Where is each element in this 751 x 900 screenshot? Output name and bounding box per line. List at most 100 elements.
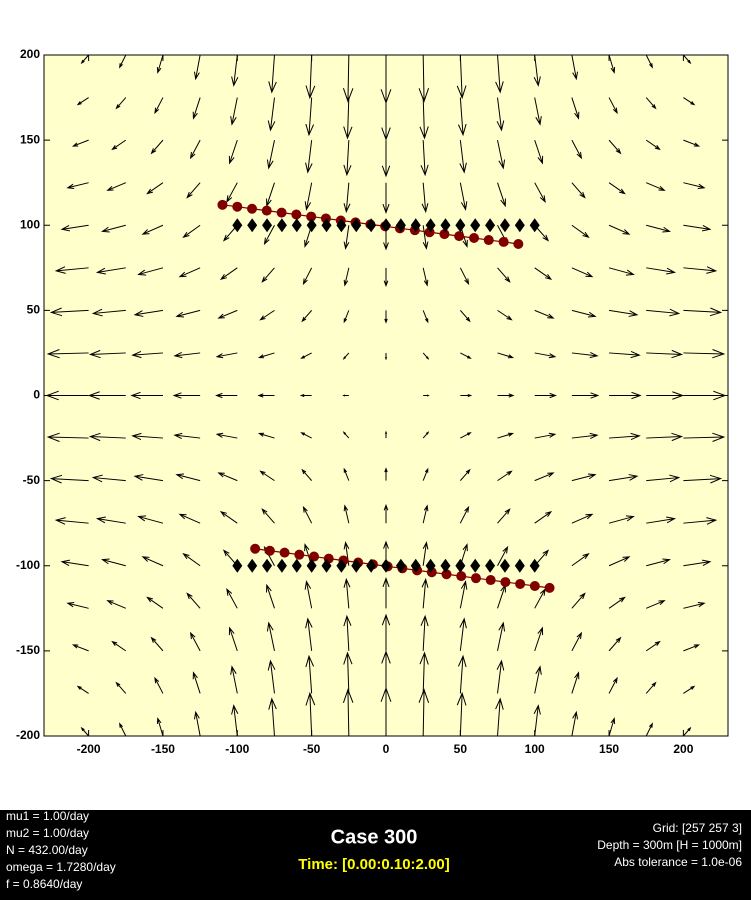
quiver-arrow [646,558,671,567]
quiver-arrow [420,614,429,651]
quiver-arrow [46,349,89,359]
quiver-arrow [381,140,391,178]
y-tick-label: 50 [27,303,41,317]
particle-marker [485,575,496,586]
particle-marker [544,582,555,593]
quiver-arrow [150,139,164,155]
quiver-arrow [266,140,275,170]
quiver-arrow [571,432,599,440]
particle-marker [469,233,480,244]
x-tick-label: 0 [383,742,390,756]
quiver-arrow [497,470,513,482]
quiver-arrow [533,54,541,87]
quiver-arrow [133,309,164,317]
quiver-arrow [257,352,275,359]
particle-marker [529,581,540,592]
quiver-arrow [419,651,429,694]
origin-marker [470,558,481,573]
quiver-arrow [608,224,631,235]
quiver-arrow [646,224,671,233]
quiver-arrow [257,393,275,398]
x-tick-label: 200 [673,742,693,756]
quiver-arrow [130,391,163,400]
quiver-arrow [343,504,350,524]
origin-marker [440,558,451,573]
quiver-arrow [422,541,429,566]
origin-marker [321,218,332,233]
particle-marker [261,205,272,216]
quiver-arrow [571,182,586,199]
quiver-arrow [49,307,89,317]
quiver-arrow [645,97,657,110]
particle-marker [264,545,275,556]
origin-marker [499,218,510,233]
quiver-arrow [459,182,468,211]
origin-marker [514,558,525,573]
origin-marker [410,218,421,233]
quiver-arrow [609,432,641,441]
quiver-arrow [534,510,553,524]
quiver-arrow [421,577,429,609]
particle-marker [309,551,320,562]
quiver-arrow [228,139,238,165]
quiver-arrow [456,54,467,100]
quiver-arrow [150,636,164,652]
quiver-arrow [175,309,201,318]
quiver-arrow [419,97,429,140]
quiver-arrow [66,602,89,609]
quiver-arrow [422,352,430,360]
quiver-arrow [88,349,126,359]
quiver-arrow [571,552,590,567]
quiver-arrow [231,704,239,737]
origin-marker [425,558,436,573]
quiver-arrow [646,267,677,275]
quiver-arrow [46,432,89,442]
quiver-arrow [497,621,506,651]
quiver-arrow [60,559,89,567]
origin-marker [276,558,287,573]
origin-marker [351,558,362,573]
quiver-arrow [459,505,470,524]
quiver-arrow [80,726,89,737]
quiver-arrow [268,697,277,737]
x-tick-label: 50 [454,742,468,756]
quiver-arrow [381,613,391,651]
quiver-arrow [156,54,164,74]
quiver-arrow [460,432,472,439]
quiver-arrow [495,697,504,737]
quiver-arrow [646,600,666,609]
quiver-arrow [422,267,429,287]
quiver-arrow [496,97,505,132]
quiver-arrow [571,97,580,120]
quiver-arrow [457,654,467,694]
quiver-arrow [459,140,467,174]
origin-marker [336,558,347,573]
quiver-arrow [646,308,681,317]
quiver-arrow [683,139,701,147]
quiver-arrow [497,309,513,321]
quiver-arrow [146,596,164,609]
quiver-arrow [141,556,164,567]
quiver-arrow [173,351,201,359]
quiver-arrow [571,513,594,524]
quiver-arrow [261,267,275,283]
quiver-arrow [683,266,718,274]
x-tick-label: -50 [303,742,321,756]
grid-note: Depth = 300m [H = 1000m] [597,838,742,852]
quiver-arrow [301,468,313,481]
particle-marker [217,199,228,210]
quiver-arrow [608,676,618,694]
grid-note: Grid: [257 257 3] [653,821,742,835]
quiver-arrow [95,516,126,524]
quiver-arrow [343,140,352,177]
quiver-arrow [646,391,685,400]
y-tick-label: -200 [16,728,40,742]
quiver-arrow [571,54,579,81]
quiver-arrow [422,431,430,439]
quiver-arrow [459,468,471,481]
quiver-arrow [304,182,313,211]
particle-marker [456,571,467,582]
quiver-arrow [343,651,353,694]
quiver-arrow [683,644,701,652]
quiver-arrow [534,309,555,319]
